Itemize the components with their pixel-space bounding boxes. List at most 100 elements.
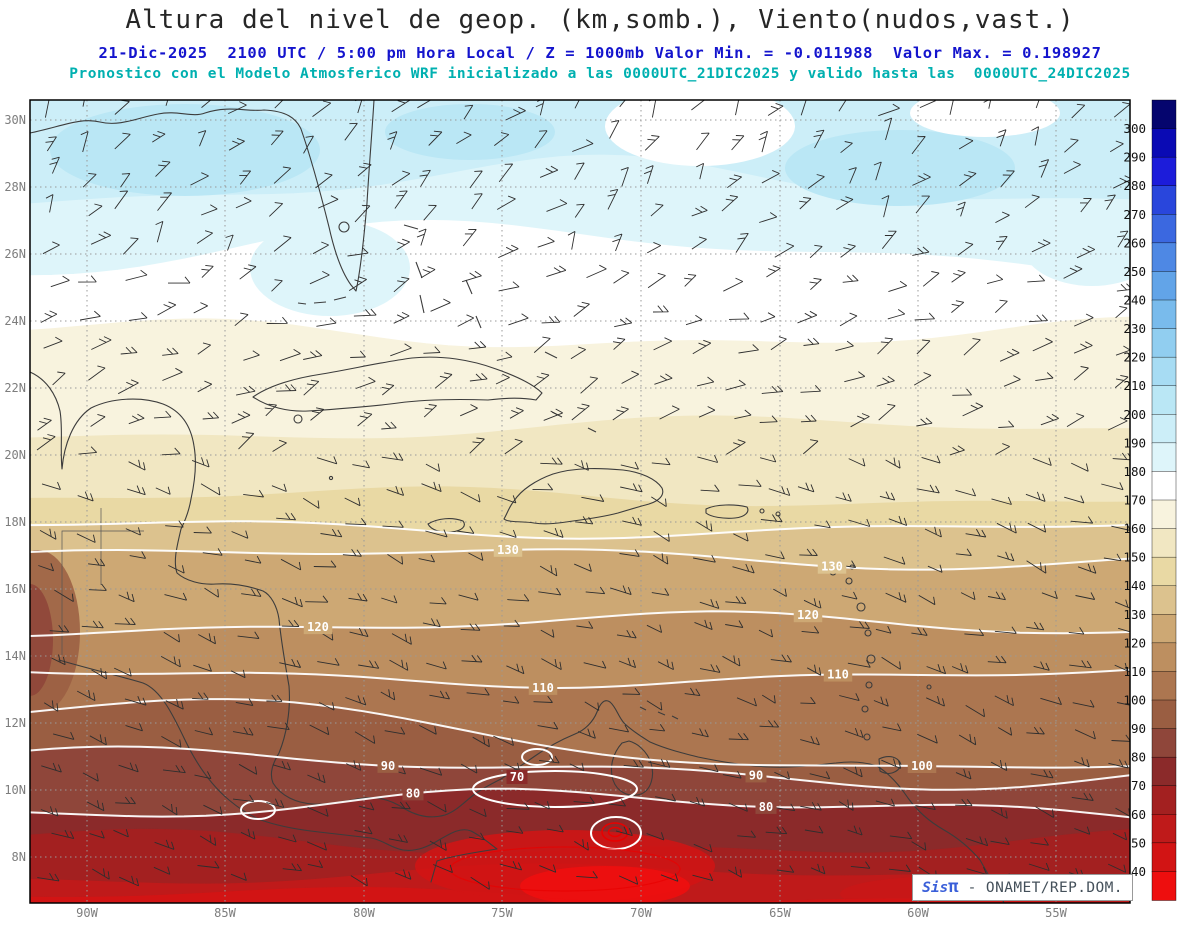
colorbar-segment	[1151, 442, 1177, 473]
wind-barb	[963, 338, 981, 356]
wind-barb	[395, 869, 412, 880]
wind-barb	[850, 413, 870, 428]
abc-islands	[639, 706, 679, 720]
wind-barb	[728, 866, 743, 878]
wind-barb	[608, 724, 629, 733]
height-contours	[30, 520, 1130, 819]
wind-barb	[1112, 831, 1128, 841]
wind-barb	[315, 172, 333, 189]
wind-barb	[643, 165, 654, 184]
wind-barb	[423, 404, 437, 418]
wind-barb	[423, 346, 441, 354]
wind-barb	[915, 195, 930, 214]
closed-contours	[240, 748, 681, 892]
wind-barb	[54, 589, 74, 602]
wind-barb	[760, 514, 783, 523]
wind-barb	[912, 173, 931, 186]
wind-barb	[609, 120, 620, 139]
wind-barb	[509, 407, 524, 419]
wind-barb	[618, 657, 637, 669]
lat-tick-label: 26N	[4, 247, 26, 261]
wind-barb	[644, 135, 660, 151]
wind-barb	[420, 266, 436, 279]
wind-barb	[45, 194, 54, 213]
wind-barb	[470, 876, 490, 890]
wind-barb	[40, 310, 58, 323]
wind-barb	[917, 733, 938, 744]
wind-barb	[877, 337, 894, 355]
wind-barb	[279, 658, 302, 668]
wind-barb	[991, 807, 1008, 819]
guatemala-borders	[61, 508, 144, 655]
wind-barb	[125, 527, 141, 536]
wind-barb	[350, 875, 368, 887]
wind-barb	[574, 839, 589, 851]
wind-barb	[499, 529, 517, 538]
colorbar-tick-label: 150	[1123, 550, 1146, 565]
wind-barb	[725, 620, 744, 628]
contour-label-bg	[793, 608, 823, 623]
wind-barb	[847, 659, 871, 668]
wind-barb	[581, 494, 605, 502]
wind-barb	[272, 439, 287, 452]
wind-barb	[165, 100, 169, 106]
coastline-cuba	[252, 356, 543, 412]
wind-barb	[197, 380, 213, 393]
coastline-jamaica	[427, 518, 465, 533]
wind-barb	[657, 659, 674, 671]
wind-barb	[162, 367, 183, 381]
wind-barb	[347, 247, 369, 257]
wind-barb	[391, 100, 411, 113]
wind-barb	[354, 731, 376, 744]
lat-tick-label: 22N	[4, 381, 26, 395]
wind-barb	[693, 843, 713, 853]
wind-barb	[995, 443, 1010, 455]
wind-barb	[461, 654, 483, 663]
wind-barb	[303, 135, 314, 154]
wind-barb	[1035, 100, 1040, 109]
wind-barb	[728, 732, 749, 741]
wind-barb	[1032, 337, 1053, 352]
wind-barb	[419, 725, 437, 735]
wind-barb	[799, 196, 812, 210]
wind-barb	[731, 135, 745, 151]
wind-barb	[234, 312, 249, 327]
wind-barb	[496, 195, 516, 210]
wind-barb	[88, 558, 106, 567]
wind-barb	[201, 264, 214, 278]
wind-barb	[610, 585, 632, 596]
cyan-dip-right-edge	[1022, 202, 1130, 286]
lat-tick-label: 28N	[4, 180, 26, 194]
wind-barb	[228, 101, 247, 115]
wind-barb	[353, 308, 377, 317]
wind-barb	[735, 100, 740, 116]
wind-barb	[425, 463, 441, 472]
wind-barb	[429, 690, 450, 700]
wind-barb	[504, 762, 520, 772]
colorbar-segment	[1151, 156, 1177, 187]
wind-barb	[848, 458, 866, 467]
wind-barb	[987, 591, 1006, 601]
wind-barb	[537, 721, 559, 730]
wind-barb	[200, 483, 221, 496]
wind-barb	[45, 136, 57, 152]
wind-barb	[120, 173, 131, 188]
wind-barb	[912, 246, 930, 256]
wind-barb	[774, 242, 795, 258]
wind-barb	[89, 830, 105, 839]
wind-barb	[722, 770, 742, 779]
wind-barb	[574, 563, 592, 572]
wind-barb	[266, 316, 288, 324]
wind-barb	[990, 760, 1008, 771]
colorbar-segment	[1151, 99, 1177, 130]
wind-barb	[493, 735, 514, 746]
wind-barb	[738, 479, 762, 487]
wind-barb	[801, 626, 820, 634]
wind-barb	[1064, 495, 1085, 504]
contour-label-bg	[303, 620, 333, 635]
contour-80	[30, 787, 1130, 819]
wind-barb	[117, 379, 139, 395]
wind-barb	[697, 455, 719, 463]
wind-barb	[574, 203, 585, 218]
wind-barb	[875, 625, 892, 634]
